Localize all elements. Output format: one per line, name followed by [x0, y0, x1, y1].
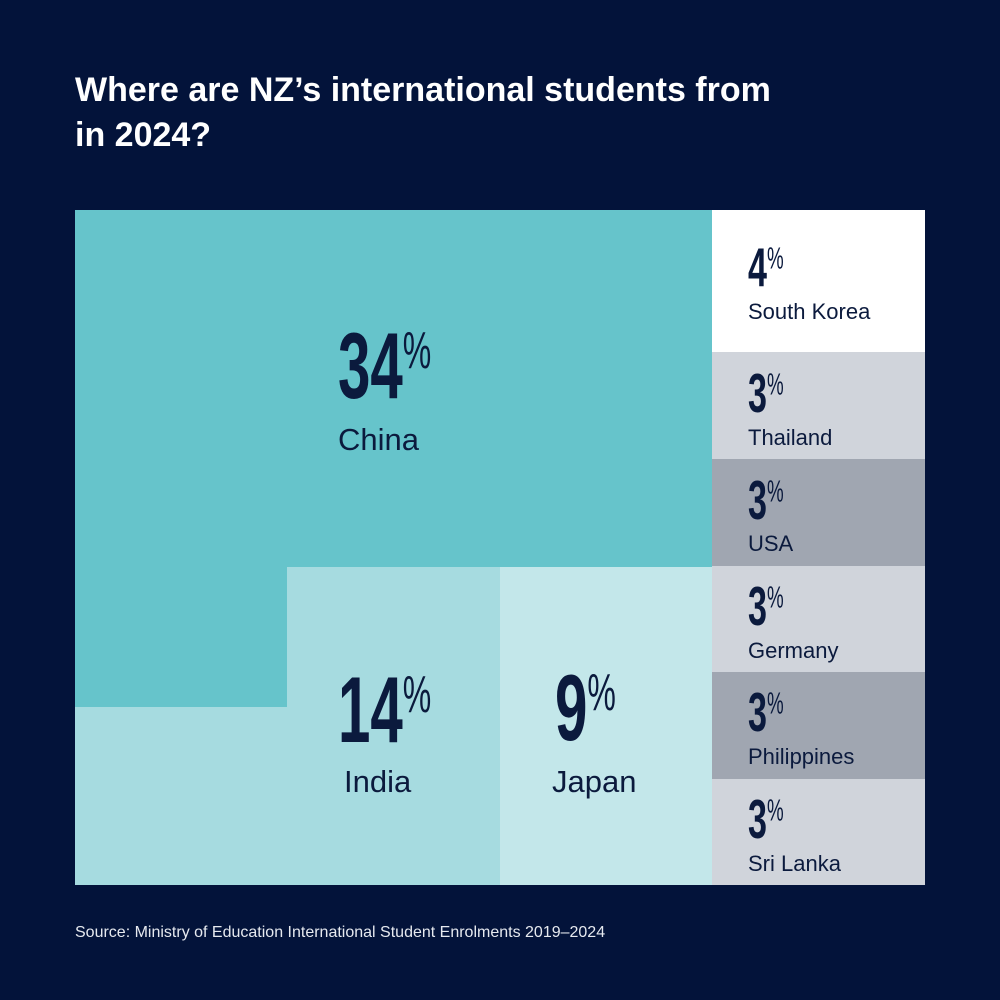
treemap-cell	[712, 672, 925, 779]
treemap-cell	[712, 566, 925, 672]
source-note: Source: Ministry of Education Internatio…	[75, 924, 606, 941]
value-label: 3%	[748, 470, 784, 531]
treemap-cell	[75, 567, 500, 885]
category-label: Thailand	[748, 425, 832, 450]
treemap-cell	[712, 459, 925, 566]
value-label: 4%	[748, 237, 784, 298]
value-label: 3%	[748, 576, 784, 637]
category-label: USA	[748, 531, 794, 556]
category-label: Japan	[552, 764, 636, 799]
value-label: 3%	[748, 789, 784, 850]
category-label: Sri Lanka	[748, 851, 842, 876]
chart-title: Where are NZ’s international students fr…	[75, 71, 771, 154]
value-label: 9%	[555, 655, 616, 761]
value-label: 34%	[338, 313, 431, 419]
category-label: China	[338, 422, 420, 457]
category-label: India	[344, 764, 412, 799]
treemap-cell	[75, 210, 712, 707]
value-label: 3%	[748, 682, 784, 743]
category-label: South Korea	[748, 299, 871, 324]
treemap-cell	[712, 210, 925, 352]
value-label: 14%	[338, 657, 431, 763]
category-label: Germany	[748, 638, 838, 663]
treemap-cell	[500, 567, 712, 885]
category-label: Philippines	[748, 744, 854, 769]
treemap-cell	[712, 352, 925, 459]
treemap-cell	[712, 779, 925, 885]
value-label: 3%	[748, 363, 784, 424]
